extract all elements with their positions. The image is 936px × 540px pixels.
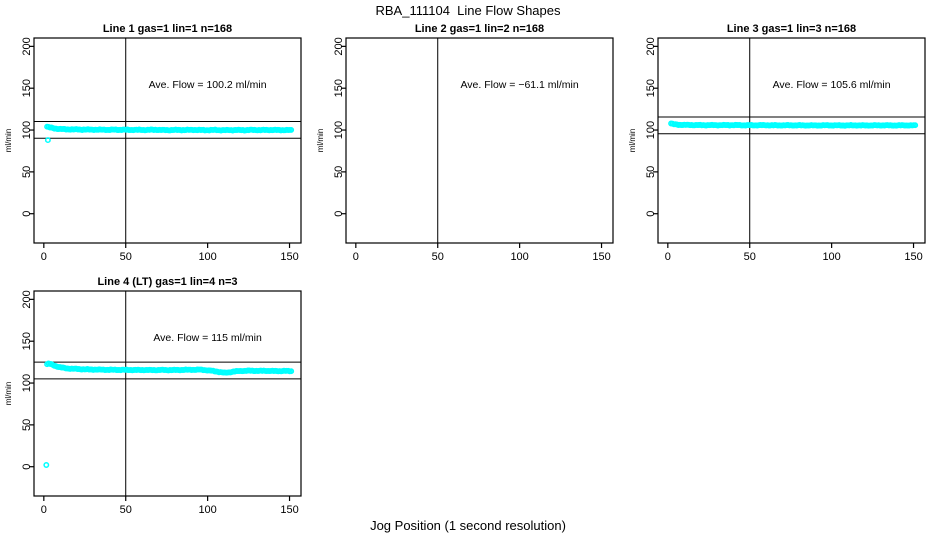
- x-tick-label: 150: [592, 251, 610, 263]
- flow-point: [44, 137, 51, 144]
- plot-box: [657, 37, 926, 244]
- figure-x-axis-label: Jog Position (1 second resolution): [370, 518, 566, 533]
- y-tick-label: 200: [645, 37, 657, 55]
- ave-flow-annotation: Ave. Flow = 105.6 ml/min: [773, 79, 891, 91]
- y-axis-label: ml/min: [4, 129, 13, 153]
- x-tick-label: 50: [432, 251, 444, 263]
- flow-data-points: [668, 120, 919, 129]
- subplot-line-4: 0 50 100 150 0 50 100 150 200 ml/min Line 4 (LT) g…: [4, 276, 302, 516]
- y-tick-label: 200: [333, 37, 345, 55]
- y-tick-label: 100: [21, 374, 33, 392]
- y-tick-label: 50: [21, 166, 33, 178]
- x-axis: 0 50 100 150: [665, 243, 923, 263]
- x-tick-label: 150: [280, 251, 298, 263]
- reference-lines: [34, 291, 301, 496]
- y-tick-label: 50: [333, 166, 345, 178]
- x-tick-label: 50: [120, 504, 132, 516]
- flow-data-points: [44, 123, 295, 144]
- y-tick-label: 150: [645, 79, 657, 97]
- x-tick-label: 50: [120, 251, 132, 263]
- y-tick-label: 50: [21, 419, 33, 431]
- flow-point: [912, 122, 919, 129]
- x-tick-label: 100: [198, 504, 216, 516]
- y-tick-label: 0: [645, 211, 657, 217]
- x-tick-label: 50: [744, 251, 756, 263]
- reference-lines: [658, 38, 925, 243]
- flow-point: [288, 368, 295, 375]
- x-tick-label: 100: [510, 251, 528, 263]
- subplot-title: Line 3 gas=1 lin=3 n=168: [727, 23, 856, 35]
- subplot-title: Line 1 gas=1 lin=1 n=168: [103, 23, 232, 35]
- subplot-title: Line 4 (LT) gas=1 lin=4 n=3: [97, 276, 237, 288]
- y-axis-label: ml/min: [628, 129, 637, 153]
- subplot-line-2: 0 50 100 150 0 50 100 150 200 ml/min Line 2 gas=1 …: [316, 23, 614, 263]
- y-tick-label: 150: [21, 332, 33, 350]
- flow-data-points: [43, 360, 295, 468]
- y-tick-label: 150: [333, 79, 345, 97]
- y-axis-label: ml/min: [4, 382, 13, 406]
- subplot-line-1: 0 50 100 150 0 50 100 150 200 ml/min Line 1 gas=1 …: [4, 23, 302, 263]
- plot-box: [345, 37, 614, 244]
- ave-flow-annotation: Ave. Flow = 115 ml/min: [153, 332, 262, 344]
- x-tick-label: 150: [280, 504, 298, 516]
- x-tick-label: 100: [822, 251, 840, 263]
- y-tick-label: 50: [645, 166, 657, 178]
- plot-box: [33, 37, 302, 244]
- x-tick-label: 0: [665, 251, 671, 263]
- plot-box: [33, 290, 302, 497]
- y-tick-label: 200: [21, 37, 33, 55]
- x-tick-label: 100: [198, 251, 216, 263]
- y-tick-label: 100: [333, 121, 345, 139]
- y-axis: 0 50 100 150 200: [21, 290, 34, 470]
- y-axis: 0 50 100 150 200: [645, 37, 658, 217]
- x-tick-label: 0: [41, 504, 47, 516]
- y-tick-label: 0: [21, 211, 33, 217]
- y-tick-label: 100: [21, 121, 33, 139]
- reference-lines: [34, 38, 301, 243]
- figure-title: RBA_111104 Line Flow Shapes: [375, 3, 561, 18]
- x-axis: 0 50 100 150: [353, 243, 611, 263]
- subplot-title: Line 2 gas=1 lin=2 n=168: [415, 23, 544, 35]
- y-tick-label: 0: [21, 464, 33, 470]
- y-tick-label: 100: [645, 121, 657, 139]
- ave-flow-annotation: Ave. Flow = −61.1 ml/min: [460, 79, 578, 91]
- flow-point: [288, 126, 295, 133]
- y-tick-label: 0: [333, 211, 345, 217]
- y-axis: 0 50 100 150 200: [333, 37, 346, 217]
- x-tick-label: 0: [353, 251, 359, 263]
- x-axis: 0 50 100 150: [41, 496, 299, 516]
- x-tick-label: 150: [904, 251, 922, 263]
- x-axis: 0 50 100 150: [41, 243, 299, 263]
- flow-point: [43, 462, 50, 468]
- y-tick-label: 150: [21, 79, 33, 97]
- y-axis-label: ml/min: [316, 129, 325, 153]
- y-tick-label: 200: [21, 290, 33, 308]
- ave-flow-annotation: Ave. Flow = 100.2 ml/min: [149, 79, 267, 91]
- y-axis: 0 50 100 150 200: [21, 37, 34, 217]
- x-tick-label: 0: [41, 251, 47, 263]
- subplot-line-3: 0 50 100 150 0 50 100 150 200 ml/min Line 3 gas=1 …: [628, 23, 926, 263]
